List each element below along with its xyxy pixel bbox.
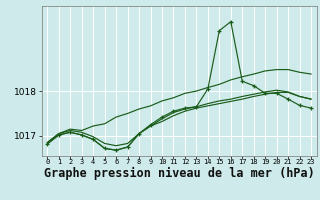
X-axis label: Graphe pression niveau de la mer (hPa): Graphe pression niveau de la mer (hPa) (44, 167, 315, 180)
